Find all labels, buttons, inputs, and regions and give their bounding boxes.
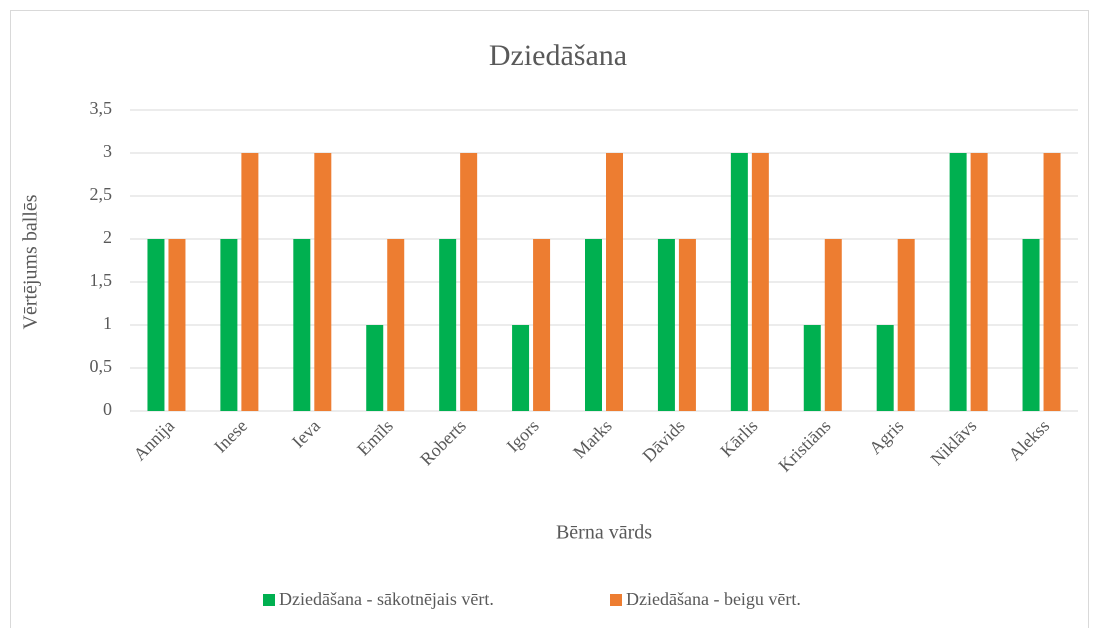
bar: [824, 239, 842, 411]
y-axis-title: Vērtējums ballēs: [20, 194, 42, 329]
bar: [293, 239, 311, 411]
y-tick-label: 2,5: [90, 184, 113, 204]
bar: [970, 153, 988, 411]
x-axis-title: Bērna vārds: [556, 522, 652, 544]
bar: [1043, 153, 1061, 411]
bar: [751, 153, 769, 411]
legend-swatch: [610, 594, 622, 606]
y-tick-label: 0: [103, 399, 112, 419]
bar: [585, 239, 602, 411]
bar: [1022, 239, 1040, 411]
y-tick-label: 1: [103, 313, 112, 333]
legend-label: Dziedāšana - sākotnējais vērt.: [279, 589, 494, 609]
bar: [897, 239, 915, 411]
bar: [876, 325, 894, 411]
bar: [657, 239, 675, 411]
y-tick-label: 3,5: [90, 98, 113, 118]
bar: [460, 153, 478, 411]
y-tick-label: 1,5: [90, 270, 113, 290]
bar: [678, 239, 696, 411]
legend-label: Dziedāšana - beigu vērt.: [626, 589, 801, 609]
bar: [439, 239, 457, 411]
chart-title: Dziedāšana: [489, 39, 627, 72]
bar: [803, 325, 821, 411]
bar: [512, 325, 530, 411]
bar: [387, 239, 405, 411]
bar: [533, 239, 551, 411]
bar: [314, 153, 332, 411]
bar: [949, 153, 967, 411]
y-tick-label: 0,5: [90, 356, 113, 376]
bar: [220, 239, 238, 411]
legend-swatch: [263, 594, 275, 606]
y-tick-label: 3: [103, 141, 112, 161]
bar: [168, 239, 186, 411]
y-tick-label: 2: [103, 227, 112, 247]
bar: [606, 153, 623, 411]
bar: [241, 153, 259, 411]
bar: [366, 325, 384, 411]
bar: [730, 153, 748, 411]
bar: [147, 239, 165, 411]
